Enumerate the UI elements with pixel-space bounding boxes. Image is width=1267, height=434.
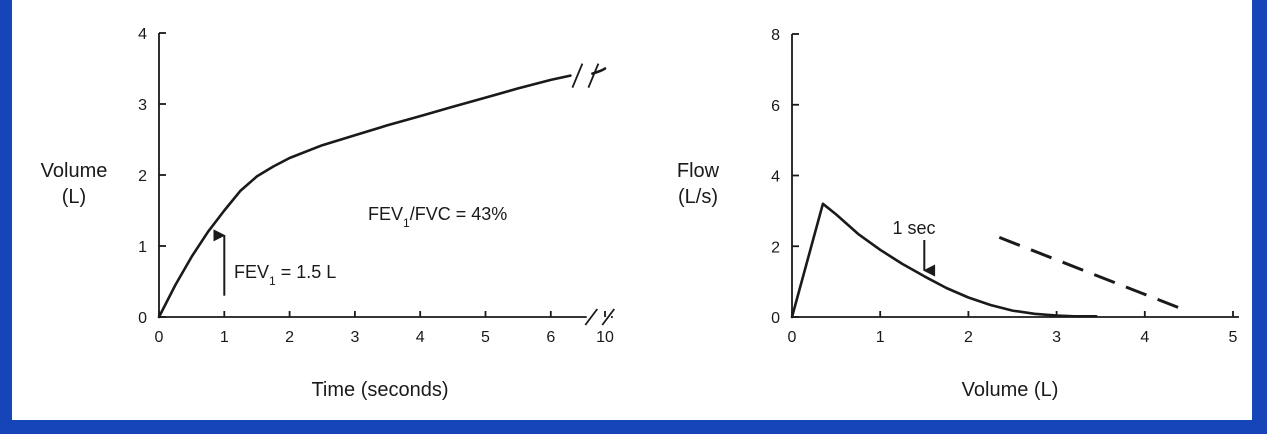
fev1-annotation: FEV1 = 1.5 L: [234, 262, 336, 288]
x-tick-label: 5: [481, 329, 490, 346]
flow-volume-chart: Flow (L/s) Volume (L) 1 sec: [677, 160, 1058, 401]
x-tick-label: 1: [220, 329, 229, 346]
x-tick-label: 4: [416, 329, 425, 346]
curve-break-mark: [587, 63, 600, 88]
y-tick-label: 3: [138, 97, 147, 114]
y-tick-label: 2: [771, 239, 780, 256]
x-tick-label: 10: [596, 329, 614, 346]
x-tick-label: 2: [285, 329, 294, 346]
figure-panel: Volume (L) Time (seconds) FEV1/FVC = 43%…: [12, 0, 1252, 420]
y-axis-label-line2: (L/s): [678, 186, 718, 208]
x-tick-label: 5: [1229, 329, 1238, 346]
y-tick-label: 4: [771, 169, 780, 186]
y-axis-label-line1: Flow: [677, 160, 720, 182]
x-axis-label: Volume (L): [962, 379, 1059, 401]
x-axis-break-mark: [601, 308, 615, 326]
y-and-x-axis: [791, 34, 1239, 318]
x-tick-label: 2: [964, 329, 973, 346]
y-tick-label: 8: [771, 27, 780, 44]
y-tick-label: 6: [771, 98, 780, 115]
y-tick-label: 4: [138, 26, 147, 43]
x-tick-label: 0: [155, 329, 164, 346]
y-tick-label: 0: [138, 310, 147, 327]
flow-volume-dashed-line: [998, 236, 1181, 310]
y-tick-label: 0: [771, 310, 780, 327]
x-tick-label: 1: [876, 329, 885, 346]
volume-time-chart: Volume (L) Time (seconds) FEV1/FVC = 43%…: [41, 160, 508, 401]
x-tick-label: 3: [350, 329, 359, 346]
x-tick-label: 0: [788, 329, 797, 346]
x-axis-label: Time (seconds): [311, 379, 448, 401]
y-tick-label: 1: [138, 239, 147, 256]
y-axis-label-line2: (L): [62, 186, 86, 208]
x-tick-label: 4: [1140, 329, 1149, 346]
x-tick-label: 6: [546, 329, 555, 346]
y-axis-label-line1: Volume: [41, 160, 108, 182]
flow-volume-curve: [790, 202, 1098, 319]
one-second-label: 1 sec: [892, 218, 935, 238]
y-and-x-axis: [158, 33, 587, 318]
curve-break-mark: [571, 63, 584, 88]
volume-time-curve: [157, 74, 572, 319]
spirometry-figure: Volume (L) Time (seconds) FEV1/FVC = 43%…: [41, 26, 1239, 401]
x-axis-break-mark: [584, 308, 599, 326]
x-tick-label: 3: [1052, 329, 1061, 346]
fev1-fvc-annotation: FEV1/FVC = 43%: [368, 204, 507, 230]
y-tick-label: 2: [138, 168, 147, 185]
volume-time-curve-after-break: [591, 67, 607, 75]
